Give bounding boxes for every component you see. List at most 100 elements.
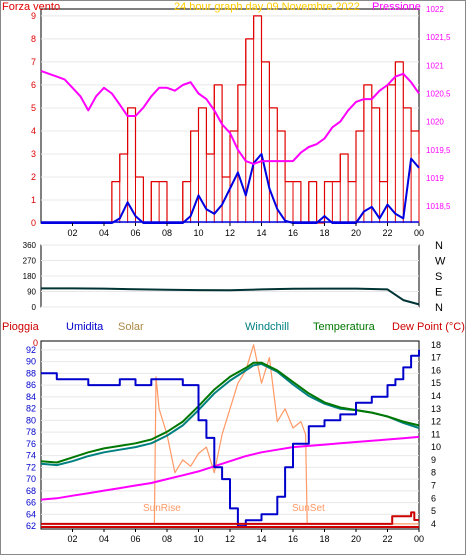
compass-label: N	[435, 240, 443, 252]
humidity-ytick-label: 90	[26, 357, 36, 367]
temperature-ytick-label: 14	[431, 391, 441, 401]
wind-xtick-label: 08	[162, 228, 172, 238]
humidity-ytick-label: 82	[26, 404, 36, 414]
temperature-xtick-label: 08	[162, 534, 172, 544]
temperature-xtick-label: 06	[130, 534, 140, 544]
temperature-xtick-label: 16	[288, 534, 298, 544]
humidity-ytick-label: 80	[26, 415, 36, 425]
temperature-ytick-label: 18	[431, 340, 441, 350]
humidity-ytick-label: 68	[26, 486, 36, 496]
temperature-ytick-label: 5	[431, 506, 436, 516]
pressure-ytick-label: 1021,5	[426, 33, 451, 42]
wind-xtick-label: 04	[99, 228, 109, 238]
humidity-ytick-label: 92	[26, 345, 36, 355]
humidity-ytick-label: 66	[26, 498, 36, 508]
wind-average-line	[41, 153, 420, 224]
humidity-ytick-label: 88	[26, 368, 36, 378]
pressure-ytick-label: 1019	[426, 174, 444, 183]
wind-ytick-label: 0	[31, 218, 36, 228]
rain-axis-top-label: 0	[33, 338, 38, 348]
compass-label: S	[435, 271, 442, 283]
humidity-ytick-label: 86	[26, 380, 36, 390]
direction-ytick-label: 0	[32, 303, 37, 312]
wind-xtick-label: 22	[382, 228, 392, 238]
dewpoint-line	[40, 435, 420, 501]
wind-ytick-label: 6	[31, 80, 36, 90]
wind-xtick-label: 12	[225, 228, 235, 238]
wind-ytick-label: 7	[31, 57, 36, 67]
humidity-ytick-label: 74	[26, 451, 36, 461]
pressure-axis-label: Pressione	[372, 1, 421, 13]
humidity-ytick-label: 64	[26, 509, 36, 519]
solar-line	[41, 344, 419, 525]
temperature-ytick-label: 11	[431, 429, 440, 439]
compass-label: W	[435, 256, 446, 268]
temperature-ytick-label: 4	[431, 519, 436, 529]
pressure-ytick-label: 1020	[426, 118, 444, 127]
wind-ytick-label: 1	[31, 195, 36, 205]
temperature-ytick-label: 6	[431, 493, 436, 503]
direction-ytick-label: 90	[27, 288, 36, 297]
wind-xtick-label: 14	[256, 228, 266, 238]
wind-ytick-label: 4	[31, 126, 36, 136]
pressure-line	[40, 69, 420, 165]
wind-xtick-label: 06	[130, 228, 140, 238]
wind-direction-line	[41, 287, 420, 306]
humidity-ytick-label: 62	[26, 521, 36, 531]
temperature-xtick-label: 22	[382, 534, 392, 544]
legend-label: Umidita	[66, 321, 104, 333]
direction-ytick-label: 270	[23, 257, 37, 266]
chart-title: 24 hour graph day 09 Novembre 2022	[174, 1, 360, 13]
humidity-ytick-label: 78	[26, 427, 36, 437]
direction-ytick-label: 360	[23, 241, 37, 250]
pressure-ytick-label: 1020,5	[426, 89, 451, 98]
pressure-ytick-label: 1018,5	[426, 202, 451, 211]
temperature-ytick-label: 10	[431, 442, 441, 452]
pressure-ytick-label: 1022	[426, 5, 444, 14]
legend-label: Pioggia	[2, 321, 40, 333]
wind-axis-label: Forza vento	[2, 1, 60, 13]
wind-xtick-label: 02	[67, 228, 77, 238]
temperature-line	[40, 361, 420, 464]
compass-label: E	[435, 287, 442, 299]
wind-ytick-label: 3	[31, 149, 36, 159]
temperature-ytick-label: 13	[431, 404, 441, 414]
wind-ytick-label: 5	[31, 103, 36, 113]
temperature-ytick-label: 7	[431, 481, 436, 491]
humidity-ytick-label: 76	[26, 439, 36, 449]
wind-ytick-label: 9	[31, 11, 36, 21]
temperature-ytick-label: 12	[431, 417, 441, 427]
temperature-ytick-label: 17	[431, 353, 441, 363]
temperature-ytick-label: 8	[431, 468, 436, 478]
temperature-ytick-label: 15	[431, 378, 441, 388]
wind-ytick-label: 2	[31, 172, 36, 182]
temperature-xtick-label: 00	[414, 534, 424, 544]
legend-label: Solar	[118, 321, 144, 333]
sunset-label: SunSet	[292, 503, 325, 514]
temperature-xtick-label: 04	[99, 534, 109, 544]
compass-label: N	[435, 302, 443, 314]
rain-line	[41, 511, 419, 525]
legend-label: Dew Point (°C)	[392, 321, 465, 333]
legend-label: Windchill	[245, 321, 289, 333]
direction-ytick-label: 180	[23, 272, 37, 281]
sunrise-label: SunRise	[143, 503, 181, 514]
temperature-ytick-label: 16	[431, 365, 441, 375]
wind-xtick-label: 00	[414, 228, 424, 238]
pressure-ytick-label: 1019,5	[426, 146, 451, 155]
temperature-xtick-label: 12	[225, 534, 235, 544]
wind-xtick-label: 16	[288, 228, 298, 238]
wind-xtick-label: 20	[351, 228, 361, 238]
humidity-ytick-label: 72	[26, 462, 36, 472]
humidity-ytick-label: 70	[26, 474, 36, 484]
temperature-xtick-label: 10	[193, 534, 203, 544]
humidity-line	[41, 349, 420, 528]
wind-xtick-label: 18	[319, 228, 329, 238]
temperature-xtick-label: 02	[67, 534, 77, 544]
temperature-xtick-label: 20	[351, 534, 361, 544]
pressure-ytick-label: 1021	[426, 61, 444, 70]
